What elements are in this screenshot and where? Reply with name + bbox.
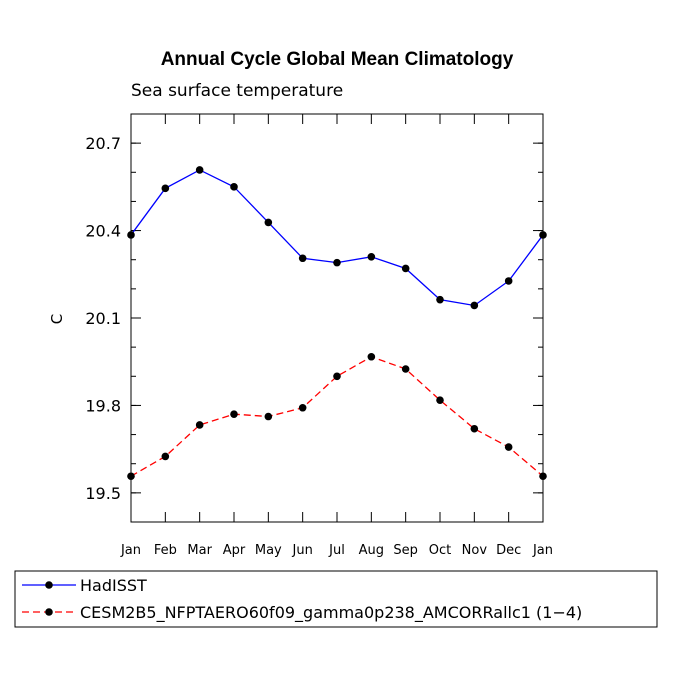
series-0-point (230, 183, 238, 191)
series-0-point (333, 258, 341, 267)
legend-box (14, 570, 658, 628)
x-tick-label: Jul (328, 543, 345, 558)
y-tick-label: 20.1 (85, 309, 121, 328)
series-0-point (127, 231, 135, 239)
series-1-point (161, 452, 170, 461)
series-1-point (367, 352, 376, 361)
series-0-point (195, 166, 204, 174)
series-0-point (161, 184, 170, 193)
series-0-point (539, 231, 547, 239)
x-tick-label: May (255, 543, 282, 558)
x-tick-label: Sep (393, 543, 418, 558)
series-0-point (401, 264, 410, 273)
series-1-point (195, 421, 204, 429)
y-tick-label: 19.8 (85, 396, 121, 415)
series-1-point (264, 412, 273, 421)
series-1-point (470, 424, 479, 433)
series-line-0 (130, 169, 544, 307)
series-1-point (230, 410, 238, 418)
chart-subtitle: Sea surface temperature (131, 81, 343, 101)
x-ticks: Jan Feb Mar Apr May Jun Jul Aug Sep Oct Nov Dec Jan (120, 114, 553, 558)
x-tick-label: Nov (462, 543, 488, 558)
series-0-point (470, 301, 479, 310)
x-tick-label: Aug (359, 543, 384, 558)
series-1-point (436, 396, 444, 404)
chart-title: Annual Cycle Global Mean Climatology (161, 49, 514, 70)
x-tick-label: Feb (154, 543, 177, 558)
x-tick-label: Mar (187, 543, 212, 558)
y-axis-label: C (48, 314, 66, 324)
legend-marker-1 (45, 608, 53, 616)
x-tick-label: Jun (292, 543, 313, 558)
y-tick-label: 20.4 (85, 222, 121, 241)
series-1-point (298, 403, 307, 412)
y-ticks: 19.5 19.8 20.1 20.4 20.7 (85, 113, 543, 523)
series-0-point (367, 252, 376, 261)
legend: HadISST CESM2B5_NFPTAERO60f09_gamma0p238_… (22, 576, 582, 623)
series-1-point (539, 472, 547, 481)
x-tick-label: Jan (120, 543, 141, 558)
series-1-point (504, 443, 513, 451)
x-tick-label: Apr (223, 543, 246, 558)
legend-label-0: HadISST (80, 576, 147, 595)
legend-marker-0 (45, 581, 53, 589)
series-1-point (401, 365, 410, 373)
legend-label-1: CESM2B5_NFPTAERO60f09_gamma0p238_AMCORRa… (80, 603, 582, 623)
plot-frame (130, 113, 544, 523)
series-1-point (127, 472, 135, 481)
x-tick-label: Dec (496, 543, 521, 558)
series-0-point (298, 254, 307, 263)
y-tick-label: 19.5 (85, 484, 121, 503)
x-tick-label: Jan (532, 543, 553, 558)
series-0-point (436, 295, 444, 304)
series-0-point (264, 218, 273, 227)
y-tick-label: 20.7 (85, 134, 121, 153)
series-1-point (333, 372, 341, 381)
series-0-point (504, 277, 513, 285)
x-tick-label: Oct (429, 543, 451, 558)
series-group (127, 166, 547, 481)
